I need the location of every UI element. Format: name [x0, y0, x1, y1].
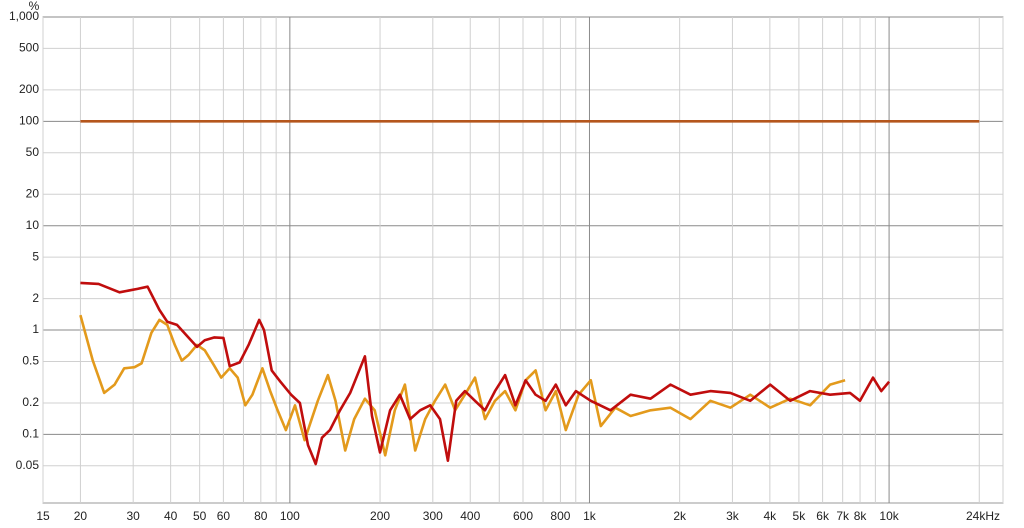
x-tick-label: 10k [879, 509, 899, 523]
y-tick-label: 100 [19, 114, 39, 128]
y-tick-label: 0.5 [22, 354, 39, 368]
x-tick-label: 3k [726, 509, 740, 523]
x-tick-label: 5k [793, 509, 807, 523]
line-series [79, 314, 846, 457]
y-tick-label: 1,000 [9, 9, 39, 23]
x-tick-label: 800 [550, 509, 570, 523]
x-tick-label: 100 [280, 509, 300, 523]
y-tick-label: 50 [26, 145, 40, 159]
x-tick-label: 600 [513, 509, 533, 523]
y-tick-label: 200 [19, 82, 39, 96]
x-tick-label: 8k [854, 509, 868, 523]
x-tick-label: 4k [764, 509, 778, 523]
x-tick-label: 40 [164, 509, 178, 523]
y-unit: % [29, 0, 40, 13]
x-tick-label: 200 [370, 509, 390, 523]
y-tick-label: 0.2 [22, 395, 39, 409]
x-tick-label: 6k [816, 509, 830, 523]
x-tick-label: 7k [836, 509, 850, 523]
y-tick-label: 5 [32, 249, 39, 263]
y-tick-label: 500 [19, 41, 39, 55]
x-tick-label: 60 [217, 509, 231, 523]
x-tick-label: 300 [423, 509, 443, 523]
y-tick-label: 1 [32, 322, 39, 336]
x-tick-label: 50 [193, 509, 207, 523]
line-series [80, 281, 891, 466]
x-tick-label: 20 [74, 509, 88, 523]
y-tick-label: 10 [26, 218, 40, 232]
x-tick-label: 400 [460, 509, 480, 523]
x-tick-label: 15 [36, 509, 50, 523]
x-tick-label: 24kHz [966, 509, 1000, 523]
x-tick-label: 80 [254, 509, 268, 523]
x-tick-label: 30 [127, 509, 141, 523]
y-tick-label: 2 [32, 291, 39, 305]
y-tick-label: 0.05 [16, 458, 40, 472]
x-tick-label: 2k [673, 509, 687, 523]
y-tick-label: 20 [26, 186, 40, 200]
y-tick-label: 0.1 [22, 427, 39, 441]
x-tick-label: 1k [583, 509, 597, 523]
